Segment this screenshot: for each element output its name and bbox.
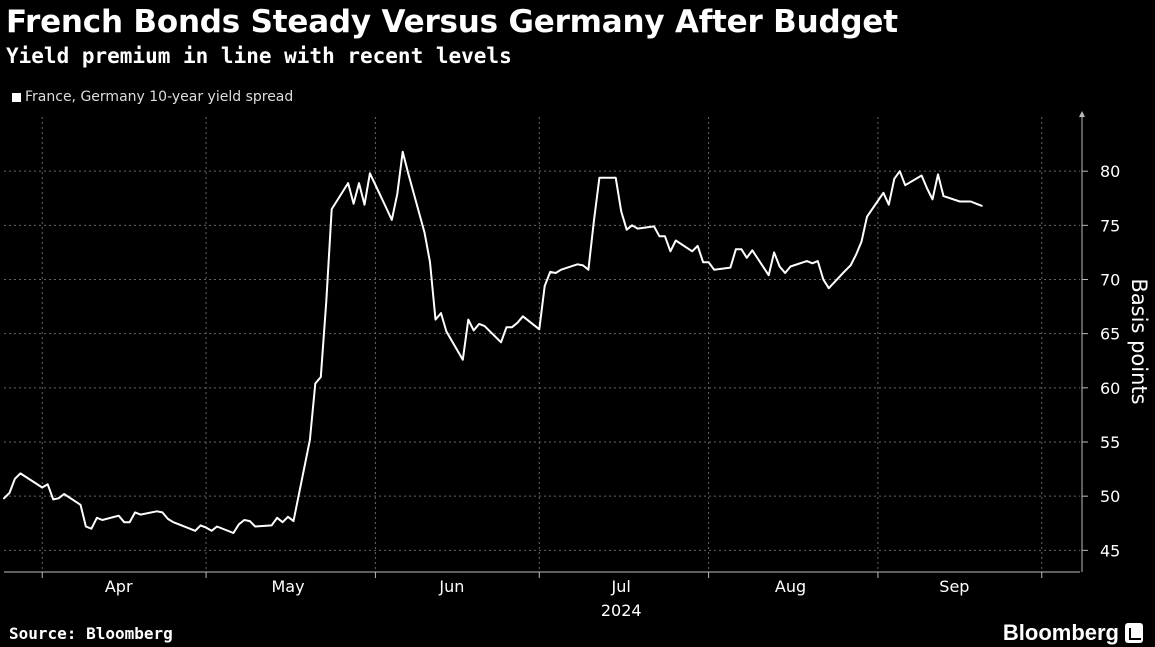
x-tick-label: Apr	[105, 577, 133, 596]
y-tick-label: 65	[1100, 325, 1120, 344]
y-axis-title: Basis points	[1127, 278, 1151, 404]
label-layer: 45 50 55 60 65 70 75 80 Apr May Jun Jul Aug Sep 2024 Ba…	[105, 162, 1151, 620]
chart-subtitle: Yield premium in line with recent levels	[6, 44, 512, 68]
series-line-spread	[3, 150, 983, 534]
brand-logo: Bloomberg	[1003, 620, 1143, 646]
brand-name: Bloomberg	[1002, 620, 1119, 645]
y-tick-label: 45	[1100, 541, 1120, 560]
y-tick-label: 60	[1100, 379, 1120, 398]
x-tick-label: Jun	[438, 577, 464, 596]
legend-swatch	[12, 92, 21, 102]
series-layer	[3, 150, 983, 534]
y-axis-arrow	[1079, 111, 1085, 117]
x-tick-label: Aug	[775, 577, 806, 596]
y-tick-label: 70	[1100, 271, 1120, 290]
y-tick-label: 80	[1100, 162, 1120, 181]
x-tick-label: May	[271, 577, 304, 596]
grid-layer	[4, 117, 1080, 572]
legend: France, Germany 10-year yield spread	[12, 89, 293, 105]
x-tick-label: Sep	[939, 577, 969, 596]
source-note: Source: Bloomberg	[9, 624, 173, 643]
x-tick-label: Jul	[611, 577, 631, 596]
chart-title: French Bonds Steady Versus Germany After…	[6, 4, 898, 40]
legend-label: France, Germany 10-year yield spread	[25, 89, 294, 105]
x-year-label: 2024	[601, 601, 642, 620]
axis-layer	[4, 111, 1088, 578]
y-tick-label: 50	[1100, 487, 1120, 506]
bloomberg-terminal-icon	[1125, 623, 1143, 643]
y-tick-label: 75	[1100, 216, 1120, 235]
y-tick-label: 55	[1100, 433, 1120, 452]
